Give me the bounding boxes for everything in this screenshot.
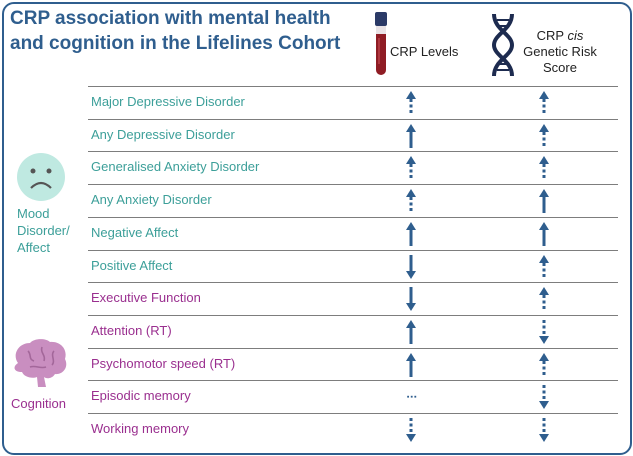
genetic-score-arrow-icon — [539, 254, 549, 279]
column-header-crp-levels: CRP Levels — [390, 44, 459, 59]
cognition-group-label: Cognition — [11, 396, 66, 411]
crp-levels-arrow-icon — [406, 221, 416, 246]
table-row: Attention (RT) — [88, 314, 618, 348]
table-row: Any Depressive Disorder — [88, 118, 618, 152]
genetic-score-arrow-icon — [539, 189, 549, 214]
genetic-score-arrow-icon — [539, 156, 549, 181]
table-row: Executive Function — [88, 282, 618, 315]
mood-label-line-3: Affect — [17, 240, 51, 255]
genetic-score-arrow-icon — [539, 319, 549, 344]
crp-levels-arrow-icon — [406, 319, 416, 344]
genetic-header-line-2: Genetic Risk — [523, 44, 597, 59]
row-label: Episodic memory — [91, 388, 191, 404]
row-label: Working memory — [91, 421, 190, 436]
genetic-score-arrow-icon — [539, 221, 549, 246]
column-header-crp-cis-genetic-risk-score: CRP cis Genetic Risk Score — [510, 28, 610, 76]
row-label: Generalised Anxiety Disorder — [91, 159, 260, 175]
genetic-header-line-3: Score — [543, 60, 577, 75]
row-label: Negative Affect — [91, 224, 179, 240]
row-label: Major Depressive Disorder — [91, 94, 245, 109]
genetic-score-arrow-icon — [539, 418, 549, 442]
title-line-1: CRP association with mental health — [10, 8, 331, 29]
row-label: Attention (RT) — [91, 322, 172, 338]
table-row: Episodic memory — [88, 380, 618, 413]
title-line-2: and cognition in the Lifelines Cohort — [10, 33, 341, 54]
mood-group-label: Mood Disorder/ Affect — [17, 205, 70, 256]
crp-levels-arrow-icon — [406, 123, 416, 148]
dna-helix-icon — [491, 13, 515, 77]
row-label: Any Depressive Disorder — [91, 126, 235, 142]
genetic-score-arrow-icon — [539, 385, 549, 410]
crp-levels-arrow-icon — [406, 287, 416, 312]
table-row: Any Anxiety Disorder — [88, 184, 618, 217]
crp-levels-arrow-icon — [406, 352, 416, 377]
table-row: Positive Affect — [88, 249, 618, 283]
crp-levels-arrow-icon — [406, 91, 416, 115]
row-label: Any Anxiety Disorder — [91, 192, 212, 208]
blood-test-tube-icon — [375, 12, 387, 75]
table-row: Working memory — [88, 413, 618, 446]
table-row: Generalised Anxiety Disorder — [88, 151, 618, 184]
row-label: Positive Affect — [91, 257, 173, 273]
crp-levels-arrow-icon — [406, 189, 416, 214]
crp-levels-null-dots-icon — [407, 396, 417, 398]
crp-levels-arrow-icon — [406, 254, 416, 279]
table-row: Negative Affect — [88, 216, 618, 250]
crp-levels-arrow-icon — [406, 418, 416, 442]
genetic-header-cis: cis — [567, 28, 584, 43]
genetic-score-arrow-icon — [539, 352, 549, 377]
brain-icon — [14, 339, 67, 387]
genetic-score-arrow-icon — [539, 91, 549, 115]
sad-face-icon — [17, 153, 65, 201]
row-label: Psychomotor speed (RT) — [91, 355, 236, 371]
crp-levels-arrow-icon — [406, 156, 416, 181]
row-label: Executive Function — [91, 290, 201, 306]
genetic-score-arrow-icon — [539, 123, 549, 148]
mood-label-line-1: Mood — [17, 206, 50, 221]
table-row: Psychomotor speed (RT) — [88, 347, 618, 381]
infographic-title: CRP association with mental health and c… — [10, 6, 360, 56]
genetic-score-arrow-icon — [539, 287, 549, 312]
table-row: Major Depressive Disorder — [88, 86, 618, 119]
mood-label-line-2: Disorder/ — [17, 223, 70, 238]
genetic-header-prefix: CRP — [536, 28, 568, 43]
